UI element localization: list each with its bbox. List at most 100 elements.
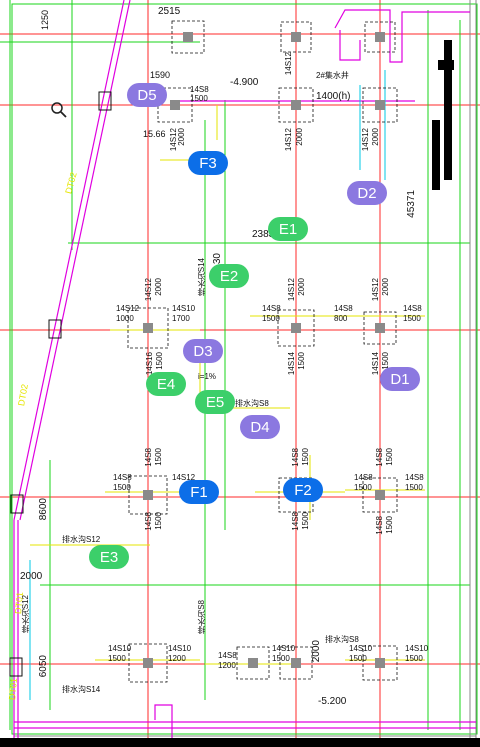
wall-dt01-b: DT01 xyxy=(7,677,19,701)
marker-d3[interactable]: D3 xyxy=(183,339,223,363)
pile-cap xyxy=(128,475,168,515)
pile-label: 14S8 xyxy=(291,448,300,467)
pile xyxy=(248,658,258,668)
pile-label: 2000 xyxy=(371,128,380,146)
pile xyxy=(170,100,180,110)
pile-label: 14S8 xyxy=(291,512,300,531)
drain-label: 排水沟S12 xyxy=(21,595,30,634)
pile xyxy=(291,658,301,668)
dim-1250: 1250 xyxy=(40,10,50,31)
marker-f1[interactable]: F1 xyxy=(179,480,219,504)
pile-label: 14S8 xyxy=(262,304,281,313)
magnifier-icon[interactable] xyxy=(50,101,68,119)
pile-label: 14S8 xyxy=(405,473,424,482)
pump-label: 2#集水井 xyxy=(316,71,349,80)
marker-d4[interactable]: D4 xyxy=(240,415,280,439)
dim-1590: 1590 xyxy=(150,70,171,80)
pile-label: 14S10 xyxy=(172,304,196,313)
pile xyxy=(291,323,301,333)
pile-label: 14S10 xyxy=(168,644,192,653)
pile xyxy=(375,323,385,333)
wall-joint-box xyxy=(10,494,24,514)
pile-label: 14S8 xyxy=(144,448,153,467)
pile-label: 1200 xyxy=(168,654,186,663)
marker-e2[interactable]: E2 xyxy=(209,264,249,288)
pile-label: 14S12 xyxy=(371,278,380,302)
pile-label: 14S12 xyxy=(172,473,196,482)
pile-label: 1000 xyxy=(116,314,134,323)
pile-cap xyxy=(128,643,168,683)
marker-e4[interactable]: E4 xyxy=(146,372,186,396)
pile-label: 2000 xyxy=(295,128,304,146)
drain-label: 排水沟S8 xyxy=(235,399,269,408)
pile-label: 14S8 xyxy=(354,473,373,482)
marker-e5[interactable]: E5 xyxy=(195,390,235,414)
dim-1400h: 1400(h) xyxy=(316,91,351,102)
pile xyxy=(375,100,385,110)
marker-d5[interactable]: D5 xyxy=(127,83,167,107)
pile-label: 1500 xyxy=(154,448,163,466)
bottom-edge-bar xyxy=(0,738,480,747)
pile-label: 1500 xyxy=(385,448,394,466)
pile-cap xyxy=(277,309,315,347)
pile-label: 1700 xyxy=(172,314,190,323)
dim-2515: 2515 xyxy=(158,6,181,17)
pile-label: 1500 xyxy=(262,314,280,323)
wall-joint-box xyxy=(98,91,112,111)
marker-e1[interactable]: E1 xyxy=(268,217,308,241)
pile-label: 1500 xyxy=(155,352,164,370)
marker-d1[interactable]: D1 xyxy=(380,367,420,391)
pile-label: 14S10 xyxy=(405,644,429,653)
elev-5200: -5.200 xyxy=(318,696,347,707)
pile-cap xyxy=(278,87,314,123)
pile xyxy=(375,490,385,500)
pile-cap xyxy=(362,477,398,513)
pile xyxy=(183,32,193,42)
pile-label: 14S8 xyxy=(403,304,422,313)
pile-label: 1500 xyxy=(403,314,421,323)
drain-label: 排水沟S14 xyxy=(62,685,101,694)
pile-label: 14S8 xyxy=(375,448,384,467)
marker-e3[interactable]: E3 xyxy=(89,545,129,569)
pile-cap xyxy=(362,87,398,123)
pile-label: 1500 xyxy=(272,654,290,663)
dim-45371: 45371 xyxy=(406,190,417,218)
pile-label: 14S14 xyxy=(371,352,380,376)
pile xyxy=(291,32,301,42)
dim-2000-b: 2000 xyxy=(311,640,322,663)
marker-f2[interactable]: F2 xyxy=(283,478,323,502)
pile-label: 1500 xyxy=(405,654,423,663)
pile-cap xyxy=(157,87,193,123)
dim-30: 30 xyxy=(212,253,223,265)
slope-label: i=1% xyxy=(198,372,217,381)
drain-label: 排水沟S12 xyxy=(62,535,101,544)
pile-label: 1500 xyxy=(297,352,306,370)
pile-label: 800 xyxy=(334,314,348,323)
marker-d2[interactable]: D2 xyxy=(347,181,387,205)
pile-label: 14S10 xyxy=(272,644,296,653)
pile-label: 1500 xyxy=(301,448,310,466)
dim-6050: 6050 xyxy=(38,655,49,678)
pile-label: 14S16 xyxy=(145,352,154,376)
marker-f3[interactable]: F3 xyxy=(188,151,228,175)
dim-8600: 8600 xyxy=(38,498,49,521)
pile-label: 14S12 xyxy=(116,304,140,313)
drain-label: 排水沟S14 xyxy=(197,258,206,297)
pile-cap xyxy=(363,311,397,345)
pile-label: 14S8 xyxy=(334,304,353,313)
pile-label: 14S12 xyxy=(361,128,370,152)
pile-cap xyxy=(236,646,270,680)
pile-label: 2000 xyxy=(177,128,186,146)
elev-4900: -4.900 xyxy=(230,77,259,88)
wall-joint-box xyxy=(9,657,23,677)
pile-cap xyxy=(280,21,312,53)
pile-label: 1500 xyxy=(385,516,394,534)
pile-cap xyxy=(279,646,313,680)
pile-label: 14S8 xyxy=(113,473,132,482)
pile-label: 1200 xyxy=(218,661,236,670)
wall-joint-box xyxy=(48,319,62,339)
pile-label: 14S10 xyxy=(349,644,373,653)
drain-label: 排水沟S8 xyxy=(325,635,359,644)
